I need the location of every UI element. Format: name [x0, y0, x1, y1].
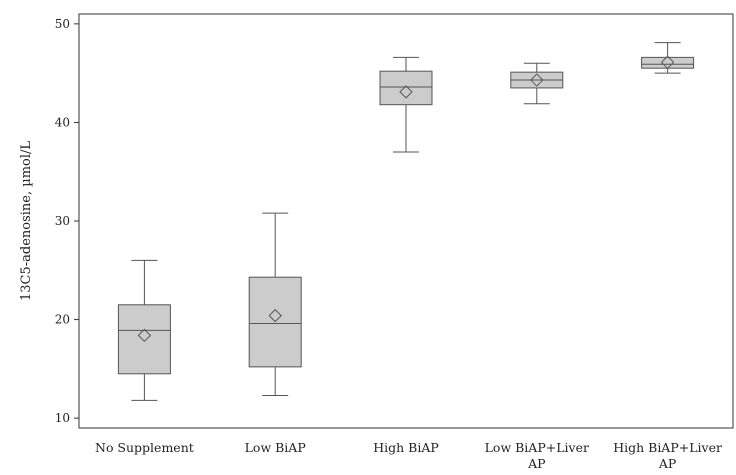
- y-axis-title: 13C5-adenosine, µmol/L: [19, 141, 34, 301]
- x-category-label: Low BiAP+Liver AP: [485, 440, 589, 471]
- iqr-box: [641, 56, 695, 69]
- mean-marker: [660, 55, 675, 70]
- x-category-label-line: High BiAP+Liver: [613, 440, 722, 455]
- box-plot-item: [510, 62, 564, 105]
- y-tick-label: 40: [55, 115, 70, 129]
- x-category-label-line: High BiAP: [373, 440, 439, 455]
- mean-marker: [530, 73, 544, 87]
- x-category-label-line: AP: [527, 456, 545, 471]
- y-tick-label: 30: [55, 214, 70, 228]
- x-category-label: High BiAP+Liver AP: [613, 440, 722, 471]
- box-plot-item: [641, 42, 695, 74]
- x-category-label: High BiAP: [373, 440, 439, 455]
- mean-marker: [268, 308, 282, 323]
- y-tick-label: 20: [55, 313, 70, 327]
- x-category-label-line: Low BiAP: [245, 440, 306, 455]
- x-category-label-line: Low BiAP+Liver: [485, 440, 589, 455]
- x-category-label-line: No Supplement: [95, 440, 194, 455]
- iqr-box: [117, 304, 171, 375]
- x-category-label: No Supplement: [95, 440, 194, 455]
- mean-marker: [137, 328, 152, 343]
- x-axis: No Supplement Low BiAP High BiAP Low BiAP+L…: [95, 440, 722, 471]
- y-tick-label: 50: [55, 17, 70, 31]
- x-category-label: Low BiAP: [245, 440, 306, 455]
- y-tick-label: 10: [55, 411, 70, 425]
- y-axis: 10 20 30 40 50: [55, 17, 79, 425]
- box-plot-item: [379, 56, 433, 153]
- box-plot-item: [117, 259, 171, 401]
- iqr-box: [379, 70, 433, 106]
- box-plot-item: [248, 212, 302, 396]
- box-series: [117, 42, 695, 401]
- x-category-label-line: AP: [658, 456, 676, 471]
- mean-marker: [399, 85, 413, 99]
